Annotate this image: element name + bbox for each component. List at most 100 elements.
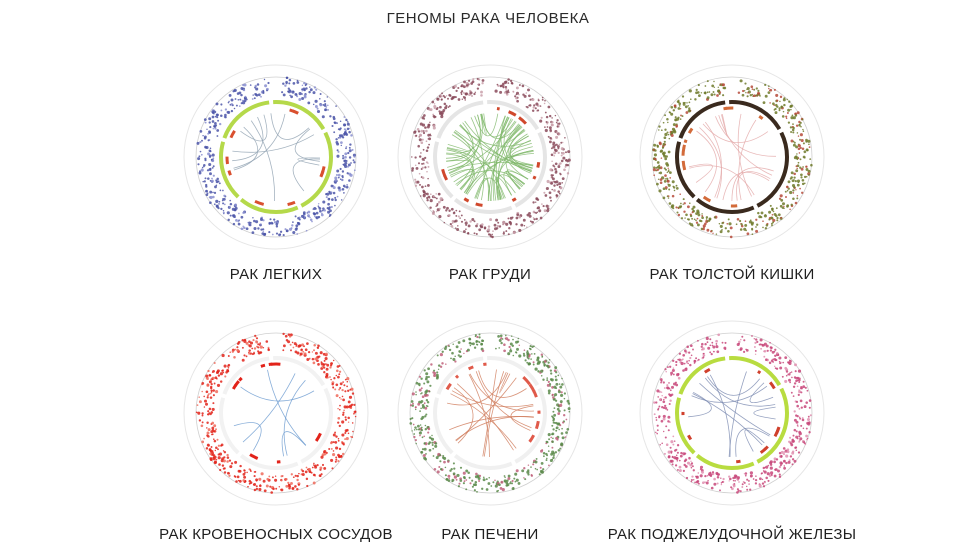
mutation-point — [346, 184, 348, 186]
rearrangement-chord — [283, 380, 306, 456]
mutation-point — [421, 395, 425, 398]
mutation-point — [654, 149, 657, 152]
mutation-point — [248, 340, 251, 343]
mutation-point — [335, 105, 337, 107]
mutation-point — [227, 218, 230, 222]
mutation-point — [469, 220, 472, 223]
mutation-point — [692, 479, 695, 481]
mutation-point — [351, 392, 355, 395]
mutation-point — [252, 339, 255, 342]
mutation-point — [674, 116, 677, 119]
mutation-point — [718, 223, 721, 225]
mutation-point — [340, 141, 343, 144]
mutation-point — [439, 460, 442, 463]
mutation-point — [421, 162, 424, 165]
mutation-point — [781, 202, 786, 206]
mutation-point — [740, 223, 743, 226]
rearrangement-chord — [449, 120, 516, 174]
mutation-point — [455, 209, 458, 212]
mutation-point — [808, 421, 811, 424]
mutation-point — [228, 100, 230, 103]
mutation-point — [507, 82, 510, 84]
mutation-point — [428, 108, 431, 111]
mutation-point — [346, 121, 349, 123]
mutation-point — [507, 352, 511, 356]
outer-tick-ring — [397, 320, 583, 506]
rearrangement-chord — [715, 116, 777, 157]
mutation-point — [436, 202, 439, 206]
mutation-point — [689, 344, 693, 348]
mutation-point — [789, 104, 793, 108]
mutation-point — [564, 137, 566, 139]
mutation-point — [342, 398, 345, 402]
mutation-point — [324, 357, 328, 361]
mutation-point — [695, 475, 699, 479]
mutation-point — [523, 224, 526, 227]
mutation-point — [238, 479, 242, 483]
mutation-point — [211, 177, 213, 180]
mutation-point — [732, 476, 735, 480]
mutation-point — [212, 389, 215, 392]
mutation-point — [324, 109, 327, 111]
mutation-point — [779, 194, 783, 198]
mutation-point — [796, 424, 799, 426]
mutation-point — [242, 473, 246, 476]
mutation-point — [782, 447, 786, 450]
mutation-point — [334, 178, 338, 182]
mutation-point — [341, 442, 344, 445]
mutation-point — [779, 461, 783, 465]
mutation-point — [255, 340, 259, 344]
mutation-point — [281, 91, 284, 94]
mutation-point — [263, 489, 267, 493]
mutation-point — [529, 220, 532, 223]
mutation-point — [755, 338, 758, 341]
mutation-point — [717, 333, 721, 337]
mutation-point — [546, 126, 549, 128]
mutation-point — [475, 232, 478, 236]
mutation-point — [656, 424, 659, 427]
mutation-point — [333, 377, 336, 380]
mutation-point — [510, 335, 513, 337]
mutation-point — [203, 180, 206, 183]
mutation-point — [445, 478, 449, 481]
mutation-point — [243, 83, 247, 87]
mutation-point — [428, 441, 432, 444]
mutation-point — [565, 418, 568, 421]
segment-block — [681, 160, 687, 171]
mutation-point — [791, 114, 794, 117]
mutation-point — [662, 121, 665, 124]
mutation-point — [437, 192, 441, 196]
mutation-point — [664, 178, 667, 180]
mutation-point — [740, 338, 742, 341]
mutation-point — [300, 348, 303, 352]
mutation-point — [522, 352, 525, 355]
mutation-point — [518, 344, 521, 347]
mutation-point — [331, 124, 334, 128]
mutation-point — [305, 83, 308, 86]
mutation-point — [208, 374, 212, 377]
mutation-point — [680, 217, 684, 220]
mutation-point — [739, 348, 742, 351]
mutation-point — [746, 488, 749, 491]
mutation-point — [428, 448, 432, 452]
mutation-point — [333, 121, 337, 125]
mutation-point — [721, 221, 724, 225]
mutation-point — [320, 367, 324, 370]
rearrangement-chord — [490, 123, 520, 202]
mutation-point — [676, 373, 680, 377]
segment-block — [683, 139, 688, 144]
mutation-point — [201, 139, 203, 142]
mutation-point — [794, 446, 797, 449]
mutation-point — [546, 379, 549, 382]
mutation-point — [444, 345, 448, 348]
mutation-point — [462, 230, 466, 234]
mutation-point — [439, 454, 442, 457]
mutation-point — [561, 141, 564, 144]
mutation-point — [222, 209, 225, 212]
mutation-point — [555, 382, 559, 386]
mutation-point — [205, 376, 209, 380]
mutation-point — [676, 451, 679, 454]
mutation-point — [425, 375, 429, 379]
mutation-point — [749, 474, 753, 478]
mutation-point — [658, 129, 660, 131]
